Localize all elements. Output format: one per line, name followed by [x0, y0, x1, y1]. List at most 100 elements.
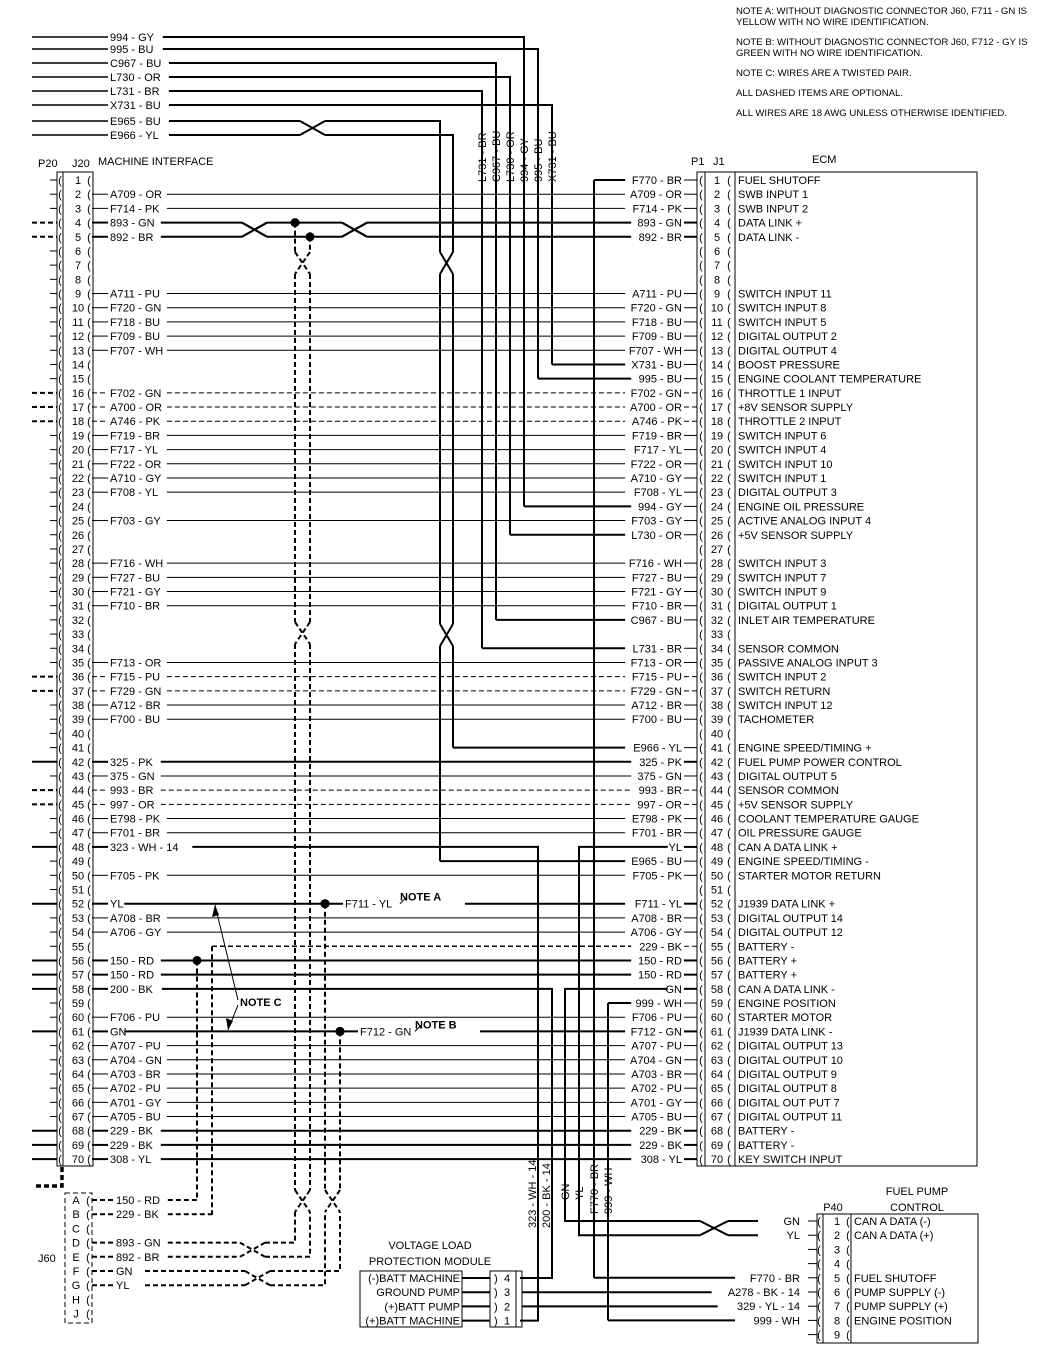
- left-wire-label: A711 - PU: [110, 289, 160, 301]
- wire: [324, 1189, 341, 1213]
- p20-label: P20: [38, 158, 58, 170]
- j60-wire-label: 892 - BR: [116, 1252, 159, 1264]
- j20-pin-number: 10: [72, 303, 84, 315]
- pin-socket-icon: (: [58, 700, 62, 712]
- wire: [239, 1241, 266, 1258]
- pin-socket-icon: (: [727, 374, 731, 386]
- j1-pin-number: 52: [711, 899, 723, 911]
- j20-pin-number: 6: [75, 246, 81, 258]
- left-wire-label: A746 - PK: [110, 416, 161, 428]
- left-wire-label: A701 - GY: [110, 1097, 162, 1109]
- pin-socket-icon: (: [727, 885, 731, 897]
- ecm-pin-function: BATTERY -: [738, 1140, 795, 1152]
- pin-socket-icon: (: [727, 828, 731, 840]
- j20-pin-number: 26: [72, 530, 84, 542]
- ecm-pin-function: SWITCH INPUT 12: [738, 700, 833, 712]
- left-wire-label: F729 - GN: [110, 686, 161, 698]
- vertical-wire-label: 200 - BK - 14: [541, 1163, 553, 1228]
- left-wire-label: 229 - BK: [110, 1126, 153, 1138]
- left-wire-label: F705 - PK: [110, 870, 160, 882]
- ecm-pin-function: DIGITAL OUTPUT 1: [738, 601, 837, 613]
- j20-pin-number: 29: [72, 572, 84, 584]
- j1-pin-number: 45: [711, 799, 723, 811]
- ecm-pin-function: DIGITAL OUTPUT 4: [738, 345, 837, 357]
- pin-socket-icon: (: [58, 1140, 62, 1152]
- pin-socket-icon: (: [58, 885, 62, 897]
- ecm-box: [734, 171, 978, 1167]
- right-wire-label: F708 - YL: [634, 487, 682, 499]
- pin-socket-icon: (: [87, 629, 91, 641]
- pin-socket-icon: (: [58, 601, 62, 613]
- pin-socket-icon: (: [727, 1041, 731, 1053]
- arrow-head-icon: [212, 905, 219, 917]
- left-wire-label: 375 - GN: [110, 771, 155, 783]
- pin-socket-icon: (: [846, 1244, 850, 1256]
- pin-socket-icon: (: [727, 516, 731, 528]
- j20-pin-number: 5: [75, 232, 81, 244]
- pin-socket-icon: (: [699, 331, 703, 343]
- pin-socket-icon: (: [87, 643, 91, 655]
- pin-socket-icon: (: [727, 359, 731, 371]
- ecm-pin-function: SWITCH INPUT 10: [738, 459, 833, 471]
- pin-socket-icon: (: [699, 629, 703, 641]
- p40-pin-number: 9: [834, 1330, 840, 1342]
- j20-pin-number: 40: [72, 728, 84, 740]
- pin-socket-icon: (: [727, 700, 731, 712]
- p40-wire-label: GN: [784, 1216, 801, 1228]
- left-wire-label: E798 - PK: [110, 814, 161, 826]
- pin-socket-icon: (: [87, 1112, 91, 1124]
- right-wire-label: F721 - GY: [631, 587, 682, 599]
- ecm-pin-function: STARTER MOTOR RETURN: [738, 870, 881, 882]
- pin-socket-icon: (: [699, 501, 703, 513]
- p40-title: CONTROL: [890, 1202, 944, 1214]
- pin-socket-icon: (: [699, 728, 703, 740]
- ecm-pin-function: DIGITAL OUTPUT 14: [738, 913, 843, 925]
- left-wire-label: F709 - BU: [110, 331, 160, 343]
- j1-pin-number: 46: [711, 814, 723, 826]
- pin-socket-icon: (: [87, 572, 91, 584]
- left-wire-label: 997 - OR: [110, 799, 155, 811]
- j20-pin-number: 18: [72, 416, 84, 428]
- j1-pin-number: 31: [711, 601, 723, 613]
- pin-socket-icon: (: [699, 757, 703, 769]
- pin-socket-icon: (: [87, 757, 91, 769]
- vertical-wire-label: X731 - BU: [547, 131, 559, 182]
- j20-pin-number: 66: [72, 1097, 84, 1109]
- ecm-pin-function: SWITCH INPUT 4: [738, 445, 826, 457]
- pin-socket-icon: (: [699, 359, 703, 371]
- j1-pin-number: 43: [711, 771, 723, 783]
- pin-socket-icon: (: [87, 601, 91, 613]
- left-wire-label: A707 - PU: [110, 1041, 161, 1053]
- pin-socket-icon: (: [727, 743, 731, 755]
- pin-socket-icon: (: [58, 998, 62, 1010]
- j20-pin-number: 61: [72, 1026, 84, 1038]
- j20-pin-number: 11: [72, 317, 83, 329]
- right-wire-label: E965 - BU: [631, 856, 682, 868]
- right-wire-label: F713 - OR: [631, 657, 682, 669]
- wire: [270, 1212, 326, 1287]
- pin-socket-icon: (: [817, 1330, 821, 1342]
- pin-socket-icon: (: [727, 998, 731, 1010]
- j60-pin-letter: H: [72, 1294, 80, 1306]
- j1-pin-number: 8: [714, 274, 720, 286]
- pin-socket-icon: (: [699, 459, 703, 471]
- right-wire-label: F727 - BU: [632, 572, 682, 584]
- pin-socket-icon: (: [699, 899, 703, 911]
- pin-socket-icon: (: [699, 388, 703, 400]
- j1-pin-number: 62: [711, 1041, 723, 1053]
- right-wire-label: F717 - YL: [634, 445, 682, 457]
- pin-socket-icon: (: [87, 544, 91, 556]
- note-a: NOTE A: WITHOUT DIAGNOSTIC CONNECTOR J60…: [736, 6, 1028, 28]
- pin-socket-icon: (: [58, 955, 62, 967]
- j20-pin-number: 44: [72, 785, 84, 797]
- j1-pin-number: 51: [711, 885, 723, 897]
- pin-socket-icon: (: [87, 260, 91, 272]
- j20-pin-number: 33: [72, 629, 84, 641]
- pin-socket-icon: (: [58, 402, 62, 414]
- j1-pin-number: 63: [711, 1055, 723, 1067]
- vertical-wire-label: 323 - WH - 14: [527, 1160, 539, 1228]
- right-wire-label: F702 - GN: [631, 388, 682, 400]
- ecm-pin-function: +5V SENSOR SUPPLY: [738, 530, 854, 542]
- j20-pin-number: 27: [72, 544, 84, 556]
- pin-socket-icon: (: [86, 1209, 90, 1221]
